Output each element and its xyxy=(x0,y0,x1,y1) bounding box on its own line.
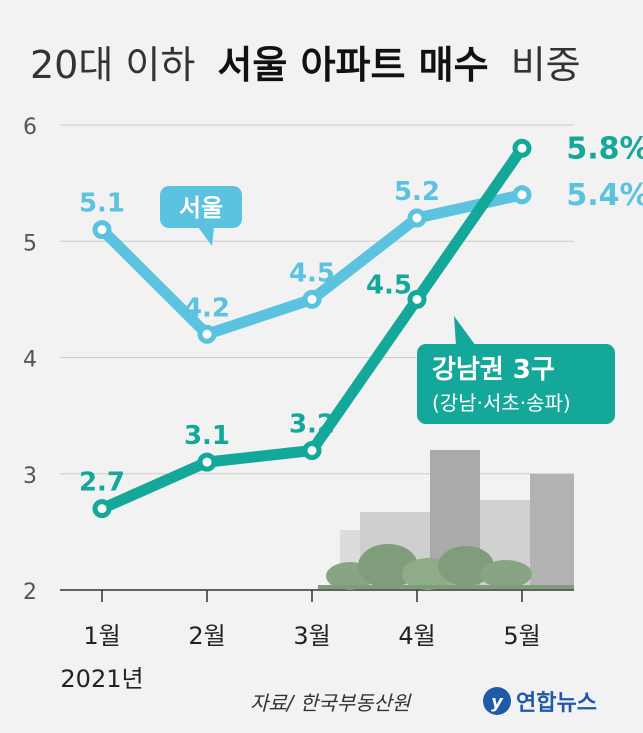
data-point xyxy=(302,289,322,309)
data-label: 2.7 xyxy=(79,468,125,498)
x-tick-label: 2월 xyxy=(188,622,225,650)
data-label: 5.1 xyxy=(79,189,125,219)
apartment-illustration xyxy=(318,450,574,590)
data-point xyxy=(407,289,427,309)
data-point xyxy=(407,208,427,228)
title-highlight: 서울 아파트 매수 xyxy=(217,43,488,87)
data-label: 4.5 xyxy=(366,270,412,300)
data-label: 4.5 xyxy=(289,258,335,288)
chart-title: 20대 이하 서울 아파트 매수 비중 xyxy=(30,43,581,87)
x-tick-label: 4월 xyxy=(398,622,435,650)
seoul-legend: 서울 xyxy=(160,186,242,246)
yonhap-logo-text: 연합뉴스 xyxy=(516,690,597,716)
data-point xyxy=(302,441,322,460)
seoul-legend-label: 서울 xyxy=(179,194,223,222)
x-axis: 1월 2월 3월 4월 5월 2021년 xyxy=(60,590,541,693)
x-tick-label: 1월 xyxy=(83,622,120,650)
y-axis: 2 3 4 5 6 xyxy=(23,115,37,605)
seoul-legend-pointer xyxy=(198,227,214,246)
gangnam-legend-subtitle: (강남·서초·송파) xyxy=(432,391,571,415)
data-label: 3.1 xyxy=(184,421,230,451)
data-label: 3.2 xyxy=(289,410,335,440)
series-seoul: 5.1 4.2 4.5 5.2 5.4% xyxy=(79,177,643,344)
svg-text:y: y xyxy=(491,692,504,713)
grid xyxy=(60,124,574,591)
series: 5.1 4.2 4.5 5.2 5.4% 2.7 3.1 3.2 4.5 5.8% xyxy=(79,131,643,519)
seoul-legend-box xyxy=(160,186,242,228)
x-tick-label: 3월 xyxy=(293,622,330,650)
y-tick-label: 6 xyxy=(23,115,37,140)
data-point xyxy=(512,138,532,158)
gangnam-legend: 강남권 3구 (강남·서초·송파) xyxy=(417,316,615,424)
yonhap-logo-icon xyxy=(483,687,511,715)
data-label: 5.4% xyxy=(566,178,643,213)
y-tick-label: 2 xyxy=(23,580,37,605)
gangnam-legend-label: 강남권 3구 xyxy=(432,355,555,385)
source-note: 자료/ 한국부동산원 xyxy=(250,691,412,715)
yonhap-logo: y 연합뉴스 xyxy=(483,687,597,716)
series-gangnam: 2.7 3.1 3.2 4.5 5.8% xyxy=(79,131,643,519)
data-point xyxy=(92,220,112,240)
data-point xyxy=(92,499,112,519)
gangnam-legend-pointer xyxy=(454,316,476,346)
y-tick-label: 3 xyxy=(23,464,37,489)
title-suffix: 비중 xyxy=(511,43,581,87)
data-point xyxy=(197,452,217,472)
y-tick-label: 4 xyxy=(23,348,37,373)
y-tick-label: 5 xyxy=(23,231,37,256)
x-tick-label: 5월 xyxy=(503,622,540,650)
data-point xyxy=(197,324,217,344)
data-label: 5.2 xyxy=(394,177,440,207)
gangnam-legend-box xyxy=(417,344,615,424)
data-point xyxy=(512,185,532,205)
year-label: 2021년 xyxy=(60,665,143,693)
title-prefix: 20대 이하 xyxy=(30,43,195,87)
data-label: 4.2 xyxy=(184,293,230,323)
data-label: 5.8% xyxy=(566,131,643,166)
